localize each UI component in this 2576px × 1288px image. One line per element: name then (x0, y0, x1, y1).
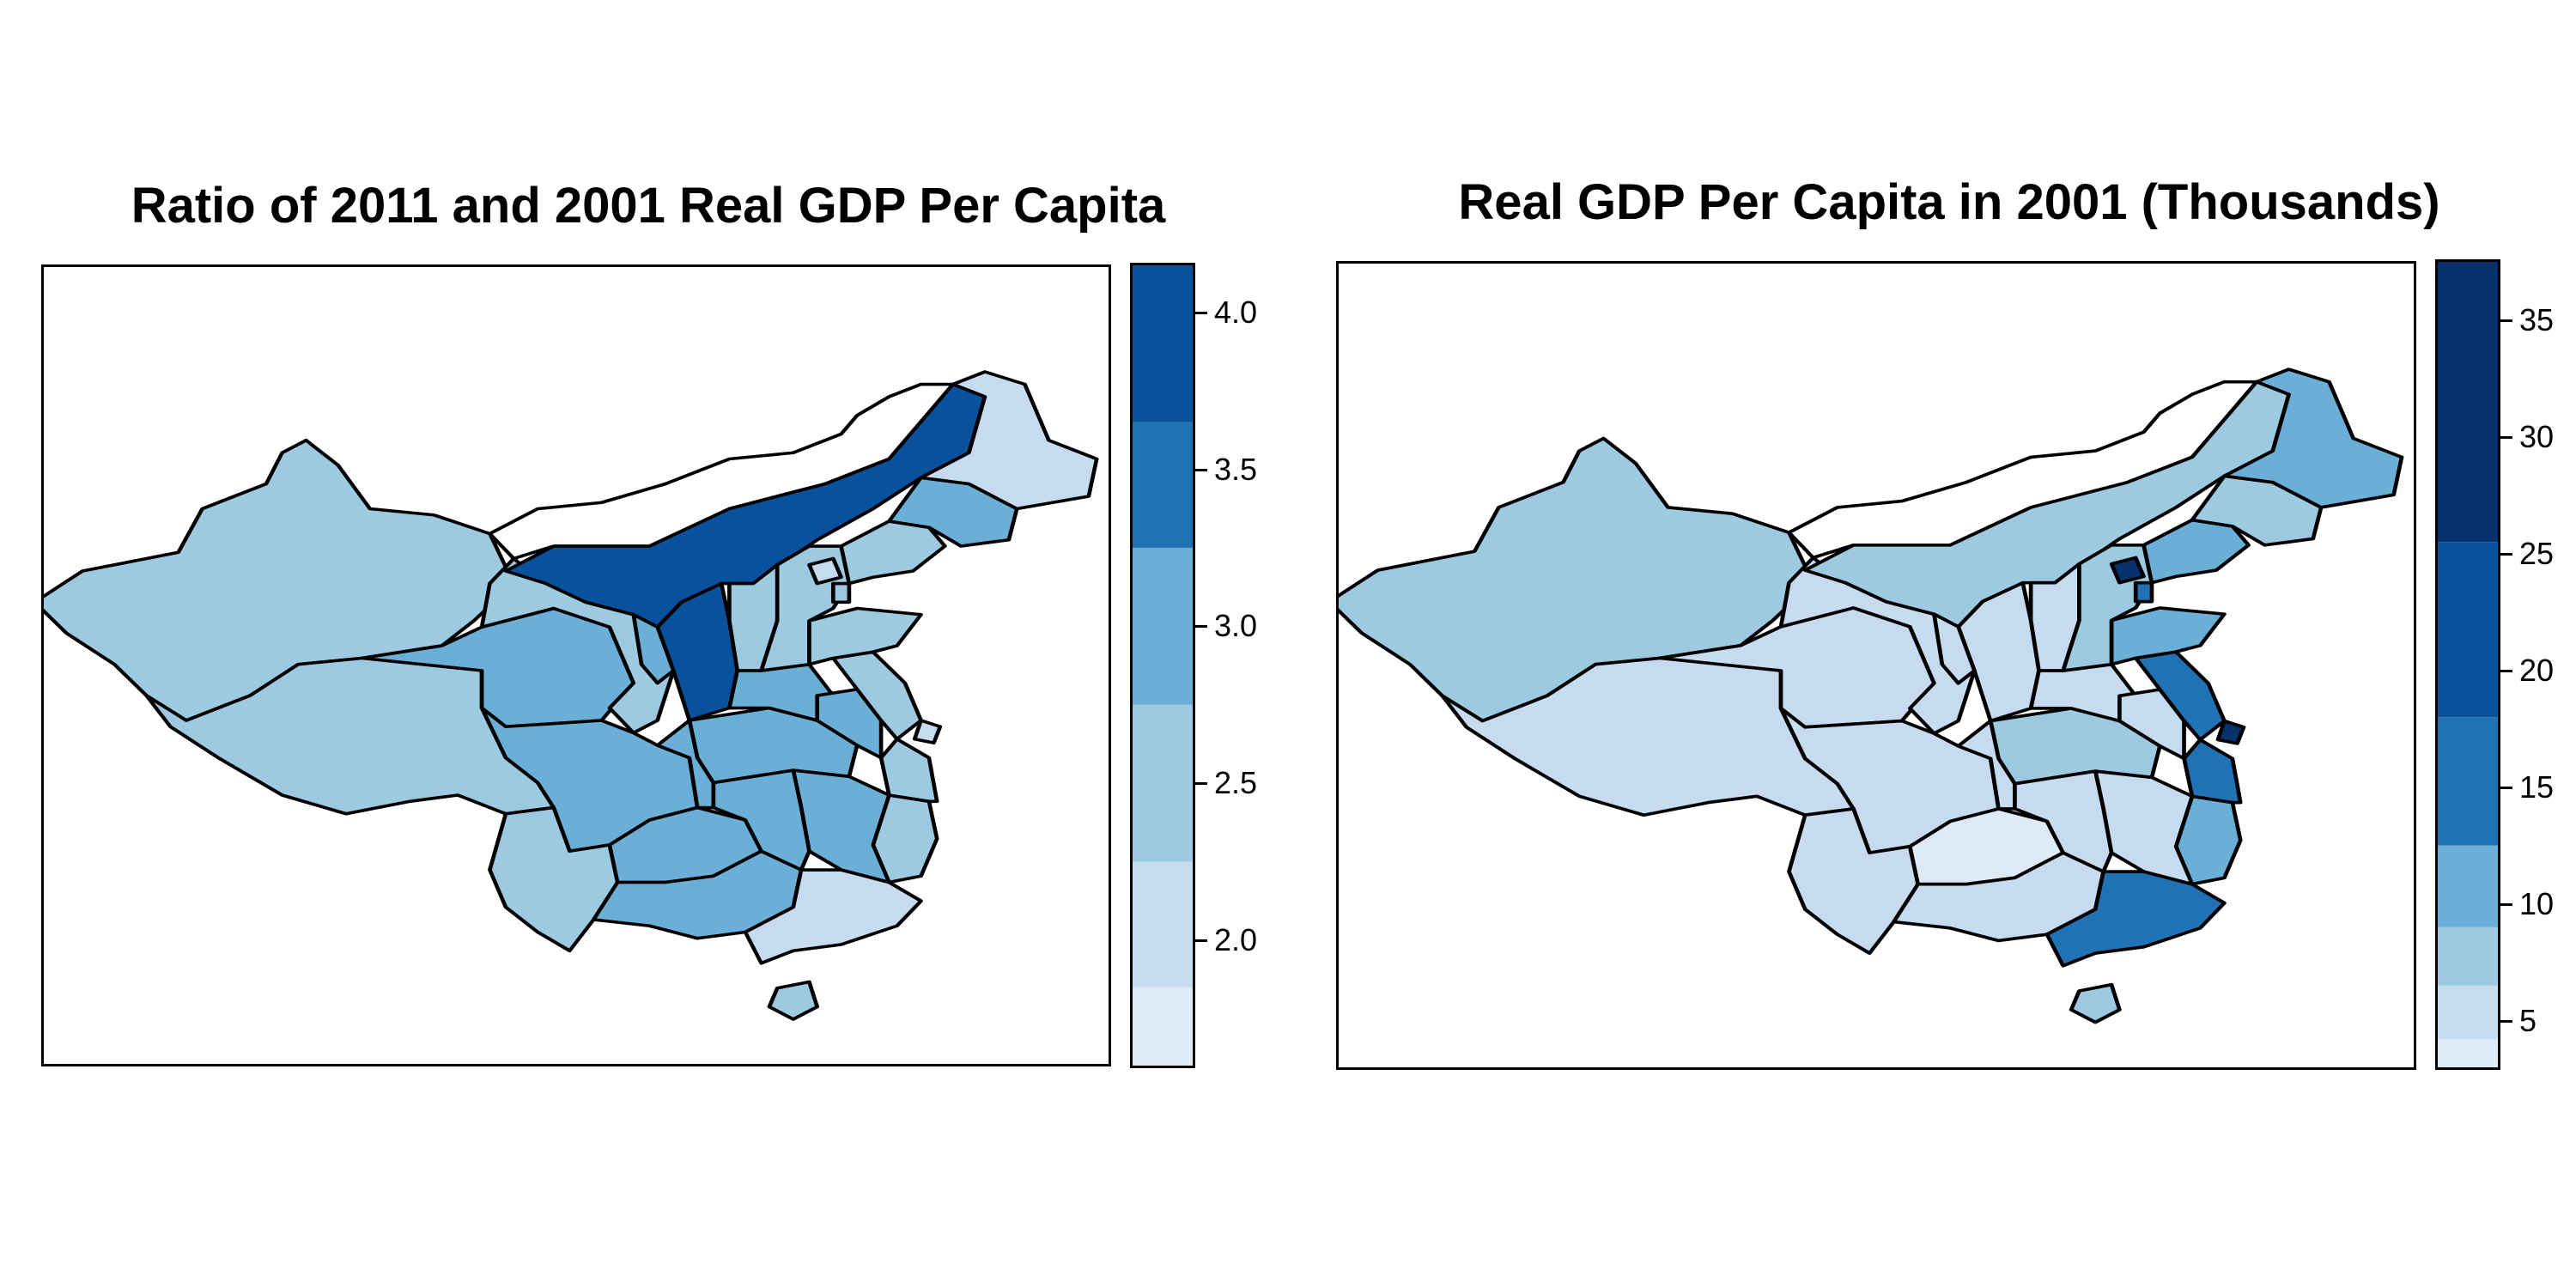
province-ningxia (631, 612, 676, 685)
legend-tick (2500, 435, 2512, 439)
legend-tick-label: 30 (2519, 418, 2555, 454)
ratio-map (41, 264, 1111, 1066)
legend-swatch (1133, 265, 1193, 422)
legend-tick-label: 10 (2519, 885, 2555, 921)
legend-swatch (2438, 985, 2498, 1040)
province-shandong (807, 606, 923, 666)
legend-tick (2500, 319, 2512, 322)
province-zhejiang (2182, 738, 2243, 805)
province-ningxia (1932, 612, 1977, 685)
province-shanghai (912, 719, 943, 744)
legend-swatch (1133, 987, 1193, 1066)
legend-swatch (2438, 927, 2498, 986)
legend-swatch (1133, 861, 1193, 987)
province-heilongjiang (919, 370, 1099, 511)
province-hainan (767, 980, 820, 1021)
province-tianjin (2133, 580, 2154, 604)
legend-swatch (2438, 262, 2498, 543)
province-shandong (2109, 606, 2227, 666)
legend-tick (2500, 552, 2512, 556)
legend-tick-label: 2.0 (1214, 921, 1258, 957)
province-jiangsu (2133, 650, 2227, 742)
province-hainan (2069, 982, 2122, 1024)
legend-tick-label: 35 (2519, 301, 2555, 337)
province-guangdong (2044, 870, 2227, 968)
gdp-map (1336, 261, 2416, 1070)
province-hunan (711, 769, 811, 872)
province-heilongjiang (2222, 368, 2404, 509)
legend-tick (1195, 939, 1207, 942)
province-chongqing (655, 719, 716, 810)
legend-swatch (2438, 542, 2498, 718)
legend-tick (1195, 625, 1207, 629)
legend-tick (1195, 468, 1207, 471)
legend-tick-label: 15 (2519, 769, 2555, 805)
province-hunan (2012, 769, 2114, 873)
legend-swatch (2438, 845, 2498, 927)
legend-tick (1195, 311, 1207, 314)
gdp-color-legend (2435, 259, 2500, 1070)
legend-tick-label: 4.0 (1214, 294, 1258, 330)
legend-tick-label: 2.5 (1214, 765, 1258, 801)
legend-swatch (1133, 422, 1193, 548)
province-liaoning (2142, 518, 2251, 585)
legend-tick (2500, 786, 2512, 789)
province-jiangxi (2093, 769, 2195, 886)
legend-swatch (1133, 704, 1193, 862)
ratio-map-panel: Ratio of 2011 and 2001 Real GDP Per Capi… (41, 178, 1258, 1068)
legend-tick-label: 3.0 (1214, 608, 1258, 644)
legend-tick-label: 3.5 (1214, 451, 1258, 487)
province-chongqing (1956, 719, 2017, 811)
legend-swatch (1133, 547, 1193, 705)
ratio-color-legend (1130, 263, 1195, 1068)
legend-tick-label: 5 (2519, 1002, 2537, 1038)
province-tianjin (830, 581, 852, 605)
legend-tick-label: 25 (2519, 535, 2555, 571)
gdp-map-title: Real GDP Per Capita in 2001 (Thousands) (1458, 174, 2440, 230)
province-zhejiang (878, 737, 939, 804)
province-beijing (807, 556, 843, 586)
ratio-map-title: Ratio of 2011 and 2001 Real GDP Per Capi… (131, 178, 1166, 234)
legend-tick (1195, 782, 1207, 786)
legend-swatch (2438, 717, 2498, 846)
legend-tick-label: 20 (2519, 652, 2555, 688)
province-beijing (2109, 556, 2146, 585)
province-jiangsu (830, 650, 923, 741)
legend-tick (2500, 669, 2512, 672)
province-shanghai (2215, 719, 2246, 745)
legend-swatch (2438, 1039, 2498, 1067)
province-guangdong (743, 868, 923, 965)
province-yunnan (488, 805, 620, 953)
province-yunnan (1787, 807, 1921, 955)
legend-tick (2500, 902, 2512, 906)
legend-tick (2500, 1019, 2512, 1023)
